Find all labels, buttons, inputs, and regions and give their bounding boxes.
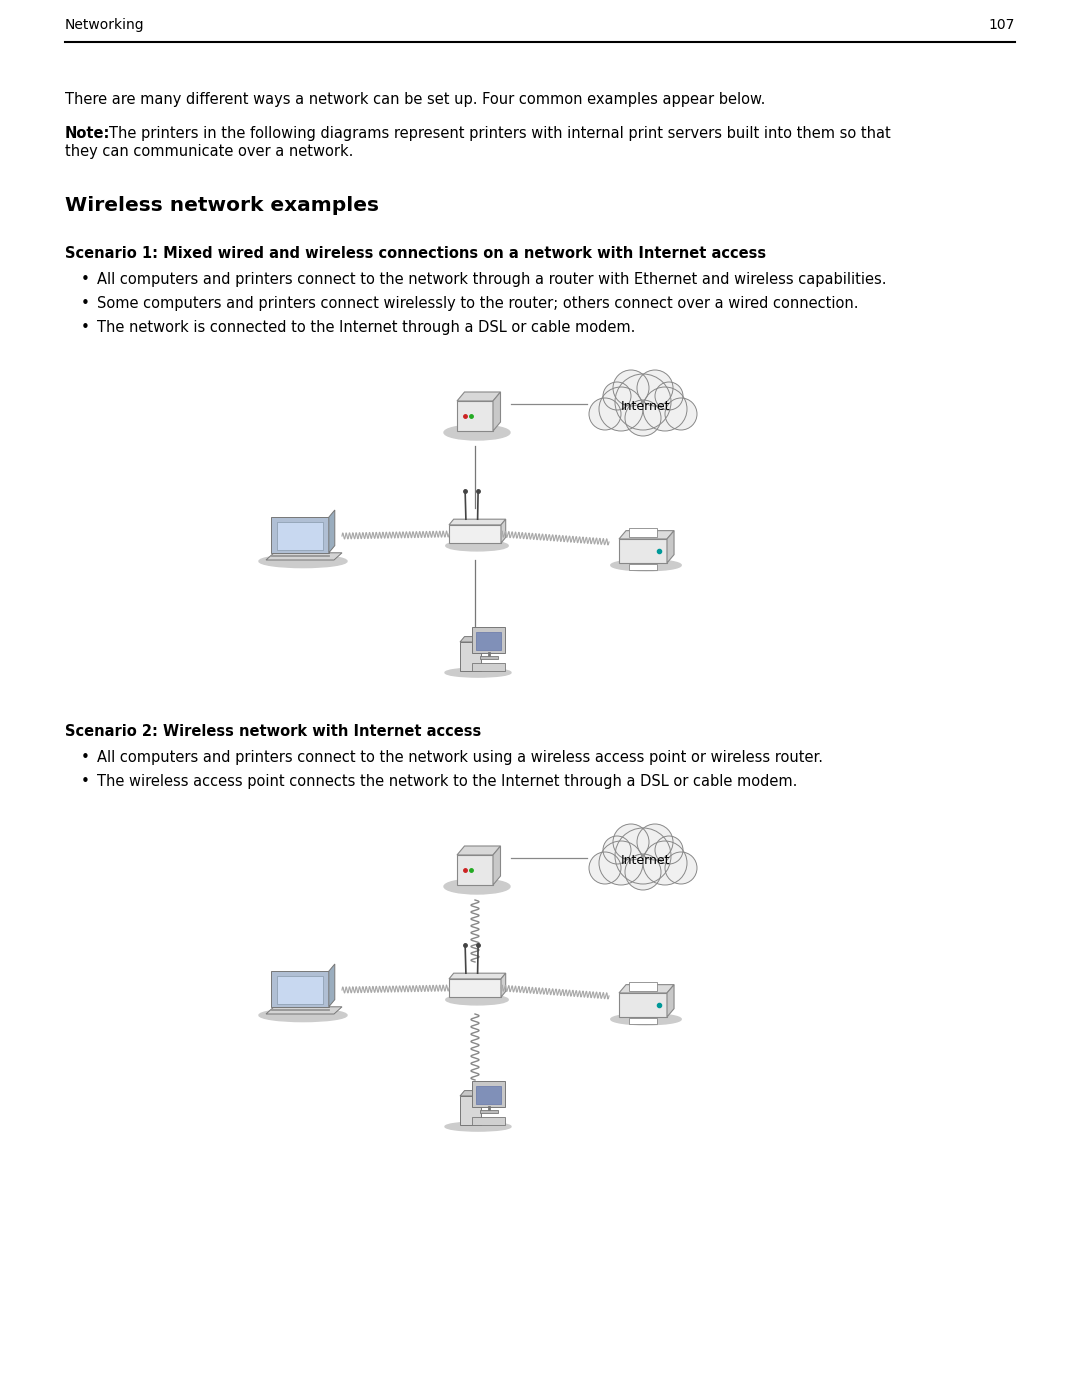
Text: 107: 107 bbox=[988, 18, 1015, 32]
Polygon shape bbox=[271, 517, 328, 553]
Text: The printers in the following diagrams represent printers with internal print se: The printers in the following diagrams r… bbox=[109, 126, 891, 141]
Bar bbox=[480, 655, 498, 659]
Text: •: • bbox=[81, 774, 90, 789]
Text: Note:: Note: bbox=[65, 126, 110, 141]
Bar bbox=[629, 1017, 658, 1024]
Circle shape bbox=[603, 381, 631, 409]
Text: Scenario 2: Wireless network with Internet access: Scenario 2: Wireless network with Intern… bbox=[65, 724, 482, 739]
Ellipse shape bbox=[444, 879, 510, 894]
Circle shape bbox=[613, 370, 649, 407]
Circle shape bbox=[603, 835, 631, 863]
Polygon shape bbox=[460, 637, 486, 643]
Bar bbox=[619, 993, 667, 1017]
Circle shape bbox=[637, 824, 673, 861]
Bar bbox=[472, 1118, 505, 1125]
Text: •: • bbox=[81, 320, 90, 335]
Circle shape bbox=[599, 841, 643, 886]
Text: All computers and printers connect to the network through a router with Ethernet: All computers and printers connect to th… bbox=[97, 272, 887, 286]
Polygon shape bbox=[449, 974, 505, 979]
Bar bbox=[457, 855, 492, 886]
Text: There are many different ways a network can be set up. Four common examples appe: There are many different ways a network … bbox=[65, 92, 766, 108]
Text: Internet: Internet bbox=[620, 400, 670, 412]
Circle shape bbox=[643, 387, 687, 432]
Circle shape bbox=[625, 854, 661, 890]
Circle shape bbox=[625, 400, 661, 436]
Ellipse shape bbox=[611, 560, 681, 571]
Bar bbox=[476, 1085, 501, 1104]
Circle shape bbox=[589, 398, 621, 430]
Circle shape bbox=[599, 387, 643, 432]
Polygon shape bbox=[619, 531, 674, 539]
Bar bbox=[276, 522, 323, 550]
Polygon shape bbox=[457, 847, 500, 855]
Text: Scenario 1: Mixed wired and wireless connections on a network with Internet acce: Scenario 1: Mixed wired and wireless con… bbox=[65, 246, 766, 261]
Bar bbox=[476, 631, 501, 650]
Text: Wireless network examples: Wireless network examples bbox=[65, 196, 379, 215]
Bar bbox=[472, 664, 505, 671]
Bar bbox=[480, 1109, 498, 1113]
Text: The network is connected to the Internet through a DSL or cable modem.: The network is connected to the Internet… bbox=[97, 320, 635, 335]
Bar bbox=[449, 525, 501, 543]
Bar bbox=[460, 643, 481, 671]
Polygon shape bbox=[492, 393, 500, 432]
Circle shape bbox=[615, 374, 671, 430]
Bar bbox=[629, 528, 658, 538]
Text: •: • bbox=[81, 296, 90, 312]
Bar bbox=[629, 563, 658, 570]
Ellipse shape bbox=[259, 1009, 347, 1021]
Bar bbox=[619, 539, 667, 563]
Ellipse shape bbox=[444, 425, 510, 440]
Text: •: • bbox=[81, 272, 90, 286]
Polygon shape bbox=[449, 520, 505, 525]
Polygon shape bbox=[266, 1007, 342, 1014]
Circle shape bbox=[665, 398, 697, 430]
Ellipse shape bbox=[611, 1014, 681, 1025]
Circle shape bbox=[637, 370, 673, 407]
Circle shape bbox=[613, 824, 649, 861]
Polygon shape bbox=[460, 1091, 486, 1097]
Polygon shape bbox=[328, 964, 335, 1007]
Text: Networking: Networking bbox=[65, 18, 145, 32]
Text: All computers and printers connect to the network using a wireless access point : All computers and printers connect to th… bbox=[97, 750, 823, 766]
Ellipse shape bbox=[259, 555, 347, 567]
Ellipse shape bbox=[446, 541, 509, 550]
Polygon shape bbox=[271, 971, 328, 1007]
Bar bbox=[629, 982, 658, 992]
Circle shape bbox=[589, 852, 621, 884]
Bar bbox=[472, 627, 505, 652]
Text: The wireless access point connects the network to the Internet through a DSL or : The wireless access point connects the n… bbox=[97, 774, 797, 789]
Text: Internet: Internet bbox=[620, 854, 670, 866]
Polygon shape bbox=[457, 393, 500, 401]
Circle shape bbox=[615, 828, 671, 884]
Ellipse shape bbox=[446, 995, 509, 1004]
Bar bbox=[457, 401, 492, 432]
Text: •: • bbox=[81, 750, 90, 766]
Polygon shape bbox=[667, 985, 674, 1017]
Circle shape bbox=[665, 852, 697, 884]
Polygon shape bbox=[501, 974, 505, 997]
Polygon shape bbox=[328, 510, 335, 553]
Circle shape bbox=[654, 835, 683, 863]
Bar bbox=[472, 1081, 505, 1106]
Polygon shape bbox=[667, 531, 674, 563]
Circle shape bbox=[654, 381, 683, 409]
Text: Some computers and printers connect wirelessly to the router; others connect ove: Some computers and printers connect wire… bbox=[97, 296, 859, 312]
Bar bbox=[276, 977, 323, 1004]
Polygon shape bbox=[266, 553, 342, 560]
Polygon shape bbox=[619, 985, 674, 993]
Bar bbox=[460, 1097, 481, 1125]
Bar bbox=[449, 979, 501, 997]
Polygon shape bbox=[492, 847, 500, 886]
Text: they can communicate over a network.: they can communicate over a network. bbox=[65, 144, 353, 159]
Ellipse shape bbox=[445, 1122, 511, 1132]
Polygon shape bbox=[501, 520, 505, 543]
Ellipse shape bbox=[445, 668, 511, 678]
Circle shape bbox=[643, 841, 687, 886]
